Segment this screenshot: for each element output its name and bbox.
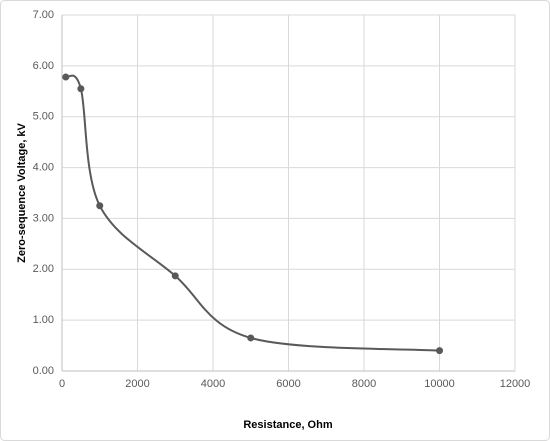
x-tick-label: 0	[59, 378, 65, 390]
marker	[62, 73, 70, 81]
y-tick-label: 5.00	[33, 111, 54, 123]
x-tick-label: 8000	[352, 378, 376, 390]
y-tick-label: 4.00	[33, 161, 54, 173]
x-tick-label: 2000	[125, 378, 149, 390]
marker	[247, 334, 255, 342]
y-tick-label: 6.00	[33, 60, 54, 72]
y-tick-label: 0.00	[33, 365, 54, 377]
x-tick-label: 10000	[424, 378, 455, 390]
y-tick-label: 7.00	[33, 9, 54, 21]
y-axis-title: Zero-sequence Voltage, kV	[16, 122, 28, 262]
y-tick-label: 2.00	[33, 263, 54, 275]
x-tick-label: 12000	[500, 378, 531, 390]
marker	[96, 202, 104, 210]
marker	[171, 272, 179, 280]
marker	[77, 85, 85, 93]
y-tick-label: 1.00	[33, 314, 54, 326]
x-axis-title: Resistance, Ohm	[243, 419, 332, 431]
x-tick-label: 6000	[276, 378, 300, 390]
y-tick-label: 3.00	[33, 212, 54, 224]
marker	[436, 347, 443, 355]
x-tick-label: 4000	[201, 378, 225, 390]
